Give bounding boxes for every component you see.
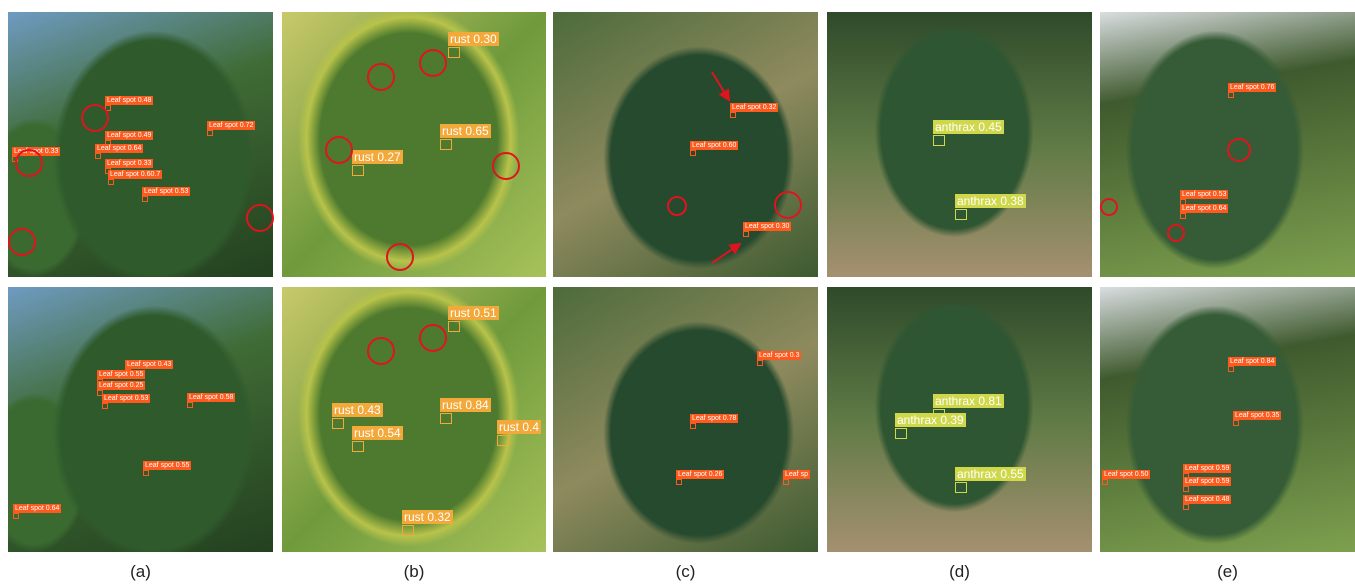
highlight-circle: [420, 325, 446, 351]
highlight-circle: [1228, 139, 1250, 161]
arrow: [712, 72, 729, 100]
highlight-circle: [326, 137, 352, 163]
highlight-circle: [1168, 225, 1184, 241]
highlight-circle: [668, 197, 686, 215]
highlight-circle: [368, 64, 394, 90]
highlight-circle: [16, 150, 42, 176]
arrow: [712, 244, 740, 263]
highlight-circle: [493, 153, 519, 179]
highlight-circle: [420, 50, 446, 76]
highlight-circle: [368, 338, 394, 364]
highlight-circle: [387, 244, 413, 270]
overlay: [0, 0, 1355, 584]
highlight-circle: [775, 192, 801, 218]
highlight-circle: [247, 205, 273, 231]
figure: (() => { const data = JSON.parse(documen…: [0, 0, 1355, 584]
highlight-circle: [1101, 199, 1117, 215]
highlight-circle: [82, 105, 108, 131]
highlight-circle: [9, 229, 35, 255]
